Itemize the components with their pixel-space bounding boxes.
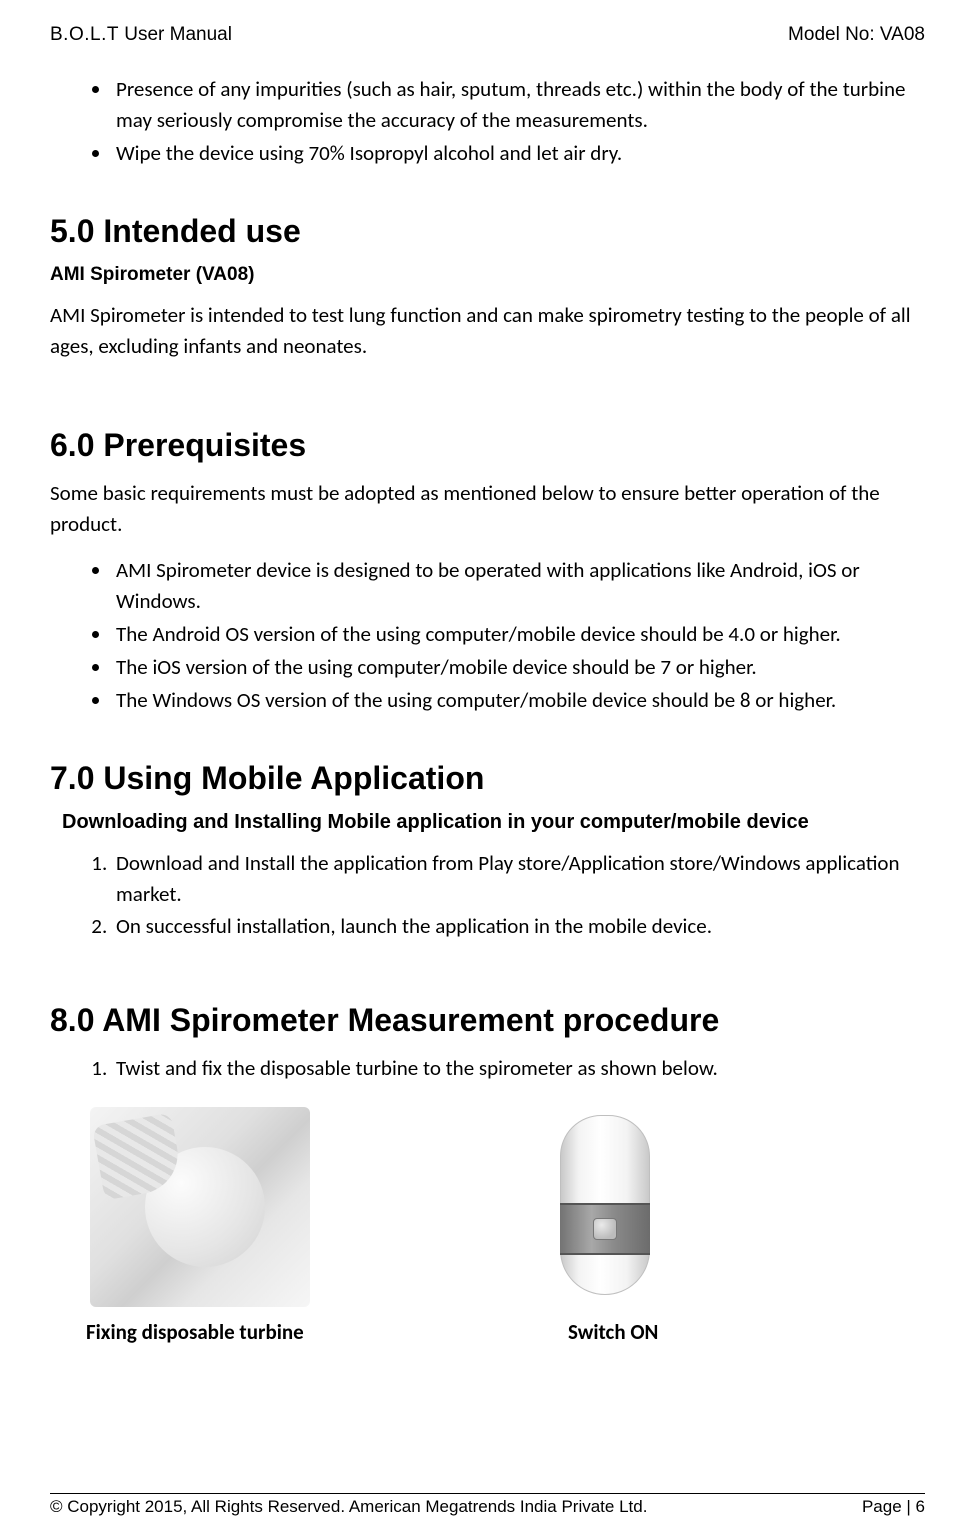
section-7-heading: 7.0 Using Mobile Application xyxy=(50,760,925,797)
caption-switch: Switch ON xyxy=(568,1319,658,1345)
section-6-bullets: AMI Spirometer device is designed to be … xyxy=(50,555,925,716)
section-7-subhead: Downloading and Installing Mobile applic… xyxy=(62,811,925,834)
section-5-subhead: AMI Spirometer (VA08) xyxy=(50,264,925,286)
list-item: The iOS version of the using computer/mo… xyxy=(112,652,925,683)
header-product: B.O.L.T xyxy=(50,24,119,45)
caption-turbine: Fixing disposable turbine xyxy=(86,1319,506,1345)
list-item: Download and Install the application fro… xyxy=(112,848,925,909)
top-bullet-list: Presence of any impurities (such as hair… xyxy=(50,74,925,169)
page-header: B.O.L.T User Manual Model No: VA08 xyxy=(50,24,925,46)
list-item: On successful installation, launch the a… xyxy=(112,911,925,941)
device-button-shape xyxy=(593,1218,617,1240)
list-item: AMI Spirometer device is designed to be … xyxy=(112,555,925,617)
section-8-heading: 8.0 AMI Spirometer Measurement procedure xyxy=(50,1002,925,1039)
spacer xyxy=(50,952,925,992)
section-7-steps: Download and Install the application fro… xyxy=(50,848,925,941)
turbine-image xyxy=(90,1107,310,1307)
footer-page-number: Page | 6 xyxy=(862,1497,925,1517)
header-model: Model No: VA08 xyxy=(788,24,925,46)
footer-copyright: © Copyright 2015, All Rights Reserved. A… xyxy=(50,1497,647,1517)
device-image xyxy=(530,1107,680,1307)
list-item: Wipe the device using 70% Isopropyl alco… xyxy=(112,138,925,169)
list-item: The Android OS version of the using comp… xyxy=(112,619,925,650)
section-6-heading: 6.0 Prerequisites xyxy=(50,427,925,464)
list-item: Twist and fix the disposable turbine to … xyxy=(112,1053,925,1083)
spacer xyxy=(50,377,925,417)
header-left: B.O.L.T User Manual xyxy=(50,24,232,46)
content-area: Presence of any impurities (such as hair… xyxy=(50,74,925,1345)
figure-turbine xyxy=(90,1107,310,1307)
header-doc-type: User Manual xyxy=(119,24,232,45)
figure-captions: Fixing disposable turbine Switch ON xyxy=(86,1319,925,1345)
list-item: The Windows OS version of the using comp… xyxy=(112,685,925,716)
section-6-body: Some basic requirements must be adopted … xyxy=(50,478,925,539)
figure-row xyxy=(90,1107,925,1307)
section-5-heading: 5.0 Intended use xyxy=(50,213,925,250)
section-5-body: AMI Spirometer is intended to test lung … xyxy=(50,300,925,361)
list-item: Presence of any impurities (such as hair… xyxy=(112,74,925,136)
page-footer: © Copyright 2015, All Rights Reserved. A… xyxy=(50,1493,925,1517)
section-8-steps: Twist and fix the disposable turbine to … xyxy=(50,1053,925,1083)
figure-device xyxy=(530,1107,680,1307)
